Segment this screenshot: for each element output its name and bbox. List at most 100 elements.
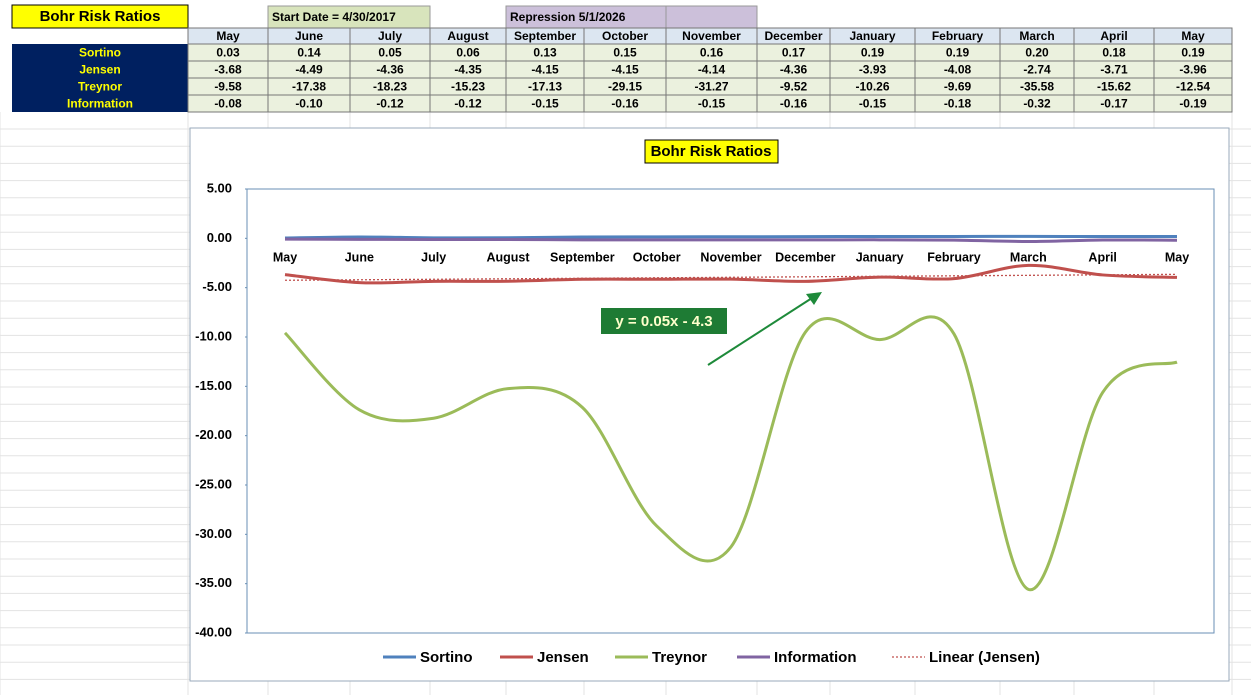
legend-label[interactable]: Information [774, 649, 857, 666]
annotation-box [601, 308, 727, 334]
cell-value: 0.16 [700, 46, 724, 60]
cell-value: -3.71 [1100, 63, 1128, 77]
month-header: October [602, 29, 648, 43]
cell-value: -0.10 [295, 97, 323, 111]
cell-value: 0.14 [297, 46, 321, 60]
cell-value: -9.58 [214, 80, 242, 94]
cell-value: -0.16 [780, 97, 808, 111]
cell-value: -0.16 [611, 97, 639, 111]
month-header: May [1181, 29, 1205, 43]
y-tick-label: -15.00 [195, 378, 232, 393]
cell-value: -17.13 [528, 80, 562, 94]
arrow-head [806, 292, 822, 305]
legend-label[interactable]: Jensen [537, 649, 589, 666]
cell-value: -0.15 [698, 97, 726, 111]
x-tick-label: January [856, 251, 904, 265]
cell-value: -0.18 [944, 97, 972, 111]
row-label-cell[interactable] [12, 44, 188, 61]
y-tick-label: -35.00 [195, 575, 232, 590]
sheet-title: Bohr Risk Ratios [40, 8, 161, 25]
y-tick-label: -5.00 [202, 279, 232, 294]
cell-value: 0.13 [533, 46, 557, 60]
row-label: Information [67, 97, 133, 111]
cell-value: 0.19 [861, 46, 885, 60]
row-label-cell[interactable] [12, 95, 188, 112]
row-label-cell[interactable] [12, 78, 188, 95]
cell-value: -0.19 [1179, 97, 1207, 111]
cell-value: -0.15 [531, 97, 559, 111]
month-header: November [682, 29, 741, 43]
cell-value: -0.32 [1023, 97, 1051, 111]
cell-value: -29.15 [608, 80, 642, 94]
x-tick-label: October [633, 251, 681, 265]
chart-title-box [644, 139, 779, 164]
row-label: Treynor [78, 80, 122, 94]
y-tick-label: 5.00 [207, 180, 232, 195]
row-label: Jensen [79, 63, 120, 77]
plot-area [246, 188, 1215, 634]
month-header: July [378, 29, 402, 43]
y-tick-label: -10.00 [195, 328, 232, 343]
data-cell[interactable] [1153, 94, 1233, 113]
cell-value: -17.38 [292, 80, 326, 94]
y-tick-label: -30.00 [195, 526, 232, 541]
month-header: August [447, 29, 488, 43]
cell-value: -4.08 [944, 63, 972, 77]
month-header: September [514, 29, 576, 43]
title-cell[interactable] [11, 4, 189, 29]
arrow [707, 297, 813, 366]
repression-extra-cell[interactable] [665, 5, 758, 29]
series-line [284, 263, 1178, 285]
x-tick-label: March [1010, 251, 1047, 265]
cell-value: -35.58 [1020, 80, 1054, 94]
month-header: January [849, 29, 895, 43]
month-header: February [932, 29, 984, 43]
cell-value: -15.62 [1097, 80, 1131, 94]
month-header: December [764, 29, 822, 43]
cell-value: -18.23 [373, 80, 407, 94]
cell-value: -4.14 [698, 63, 726, 77]
cell-value: -0.12 [376, 97, 404, 111]
x-tick-label: May [1165, 251, 1189, 265]
y-tick-label: -40.00 [195, 624, 232, 639]
cell-value: -9.52 [780, 80, 808, 94]
cell-value: -3.68 [214, 63, 242, 77]
cell-value: -4.36 [780, 63, 808, 77]
cell-value: -12.54 [1176, 80, 1210, 94]
cell-value: -4.15 [611, 63, 639, 77]
series-line [284, 234, 1178, 240]
cell-value: 0.18 [1102, 46, 1126, 60]
y-tick-label: -20.00 [195, 427, 232, 442]
repression: Repression 5/1/2026 [510, 10, 626, 24]
y-tick-label: -25.00 [195, 476, 232, 491]
month-header: June [295, 29, 323, 43]
series-line [284, 237, 1178, 243]
chart-title: Bohr Risk Ratios [651, 143, 772, 160]
row-label: Sortino [79, 46, 121, 60]
series-line [283, 315, 1178, 591]
trendline [284, 273, 1178, 281]
cell-value: -15.23 [451, 80, 485, 94]
cell-value: -4.36 [376, 63, 404, 77]
start-date: Start Date = 4/30/2017 [272, 10, 396, 24]
row-label-cell[interactable] [12, 61, 188, 78]
cell-value: -0.08 [214, 97, 242, 111]
cell-value: 0.19 [1181, 46, 1205, 60]
cell-value: -4.49 [295, 63, 323, 77]
x-tick-label: August [486, 251, 530, 265]
x-tick-label: May [273, 251, 297, 265]
cell-value: 0.05 [378, 46, 402, 60]
cell-value: 0.15 [613, 46, 637, 60]
legend-label[interactable]: Linear (Jensen) [929, 649, 1040, 666]
cell-value: -3.93 [859, 63, 887, 77]
trendline-equation: y = 0.05x - 4.3 [615, 313, 712, 330]
x-tick-label: November [700, 251, 761, 265]
legend-label[interactable]: Treynor [652, 649, 707, 666]
cell-value: 0.03 [216, 46, 240, 60]
legend-label[interactable]: Sortino [420, 649, 473, 666]
month-header: April [1100, 29, 1127, 43]
cell-value: -9.69 [944, 80, 972, 94]
cell-value: -4.15 [531, 63, 559, 77]
